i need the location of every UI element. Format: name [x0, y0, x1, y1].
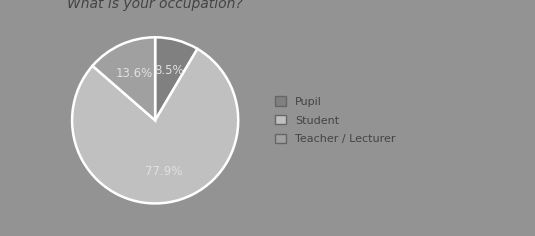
Wedge shape [155, 37, 197, 120]
Text: 13.6%: 13.6% [115, 67, 152, 80]
Text: 8.5%: 8.5% [154, 64, 184, 77]
Legend: Pupil, Student, Teacher / Lecturer: Pupil, Student, Teacher / Lecturer [275, 96, 395, 144]
Wedge shape [93, 37, 155, 120]
Title: What is your occupation?: What is your occupation? [67, 0, 243, 11]
Text: 77.9%: 77.9% [144, 165, 182, 178]
Wedge shape [72, 49, 238, 203]
